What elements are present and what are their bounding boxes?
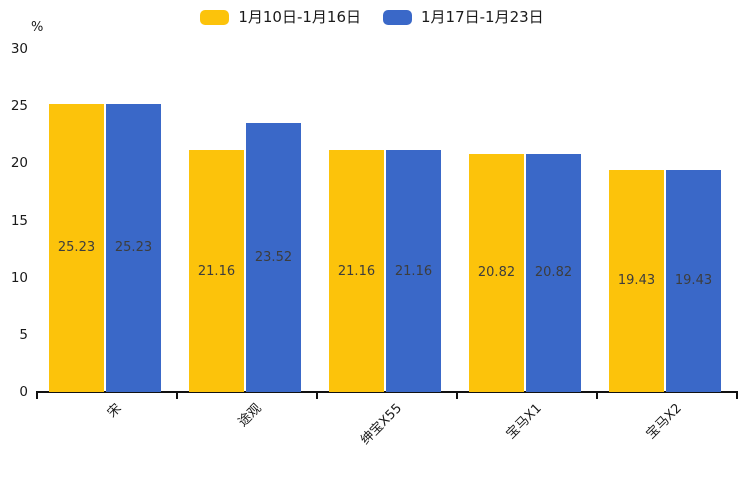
y-axis-tick-label: 25 — [10, 98, 28, 115]
x-axis-tick — [316, 393, 318, 399]
legend-item-week2[interactable]: 1月17日-1月23日 — [383, 7, 544, 28]
y-axis-unit-label: % — [31, 20, 44, 35]
bar[interactable]: 19.43 — [609, 169, 664, 392]
bar[interactable]: 23.52 — [246, 123, 301, 392]
bar-value-label: 19.43 — [617, 273, 656, 289]
y-axis-tick-label: 30 — [10, 41, 28, 57]
legend-label-week2: 1月17日-1月23日 — [421, 8, 544, 26]
bar-value-label: 20.82 — [534, 265, 573, 281]
y-axis-tick-label: 20 — [10, 155, 28, 172]
legend-label-week1: 1月10日-1月16日 — [238, 8, 361, 26]
bar[interactable]: 20.82 — [469, 153, 524, 392]
bar-value-label: 23.52 — [254, 250, 293, 266]
x-axis-category-label: 绅宝X55 — [357, 401, 405, 448]
y-axis-tick-label: 15 — [10, 212, 28, 229]
legend-swatch-week1-icon — [200, 10, 230, 25]
bar[interactable]: 19.43 — [666, 169, 721, 392]
legend-swatch-week2-icon — [383, 10, 412, 25]
bar-value-label: 20.82 — [477, 265, 516, 281]
bar[interactable]: 21.16 — [189, 150, 244, 392]
bar[interactable]: 25.23 — [106, 103, 161, 392]
bar[interactable]: 21.16 — [329, 150, 384, 392]
bar-value-label: 19.43 — [674, 273, 713, 289]
y-axis-tick-label: 10 — [10, 269, 28, 286]
bar[interactable]: 21.16 — [386, 150, 441, 392]
x-axis-tick — [596, 393, 598, 399]
x-axis-category-label: 宝马X1 — [503, 401, 545, 443]
bar-value-label: 21.16 — [197, 263, 236, 279]
x-axis-line — [36, 391, 738, 393]
bar-value-label: 25.23 — [114, 240, 153, 256]
y-axis-tick-label: 0 — [19, 384, 28, 400]
x-axis-category-label: 宋 — [104, 401, 125, 421]
bar[interactable]: 25.23 — [49, 103, 104, 392]
y-axis-tick-label: 5 — [19, 326, 28, 343]
x-axis-tick — [736, 393, 738, 399]
legend-item-week1[interactable]: 1月10日-1月16日 — [200, 7, 361, 28]
x-axis-category-label: 宝马X2 — [643, 401, 685, 443]
x-axis-tick — [456, 393, 458, 399]
bar[interactable]: 20.82 — [526, 153, 581, 392]
x-axis-tick — [36, 393, 38, 399]
bar-value-label: 25.23 — [57, 240, 96, 256]
bar-value-label: 21.16 — [337, 263, 376, 279]
x-axis-tick — [176, 393, 178, 399]
legend: 1月10日-1月16日 1月17日-1月23日 — [0, 7, 744, 28]
x-axis-category-label: 途观 — [235, 401, 265, 431]
bar-value-label: 21.16 — [394, 263, 433, 279]
